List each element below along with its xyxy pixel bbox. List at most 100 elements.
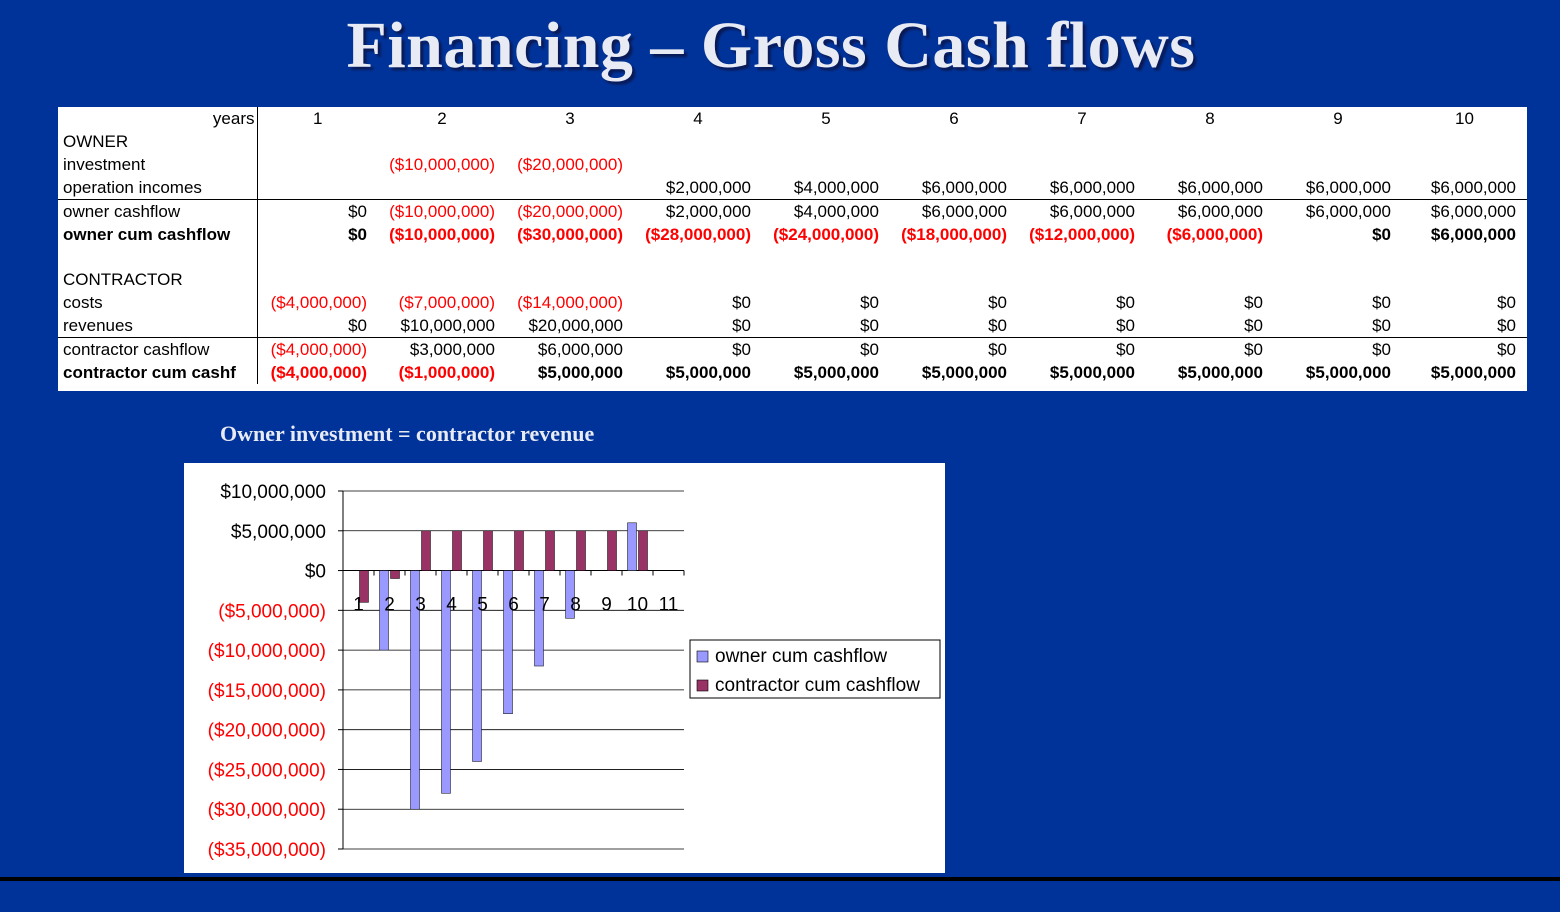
row-label: owner cashflow (58, 199, 258, 223)
year-header-cell: 10 (1455, 109, 1474, 128)
year-header-cell: 3 (565, 109, 575, 128)
x-category-label: 11 (659, 595, 679, 616)
table-cell: $0 (1116, 293, 1135, 312)
table-cell (634, 153, 762, 176)
table-cell: ($24,000,000) (773, 225, 879, 244)
table-cell: $6,000,000 (1274, 199, 1402, 223)
table-cell: ($7,000,000) (398, 293, 495, 312)
row-label (58, 246, 258, 268)
legend-box (689, 639, 941, 699)
table-cell (762, 246, 890, 268)
y-tick-label: $10,000,000 (220, 482, 326, 503)
table-row: costs ($4,000,000) ($7,000,000) ($14,000,00… (58, 291, 1527, 314)
table-cell: $0 (860, 316, 879, 335)
year-header-cell: 1 (313, 109, 323, 128)
table-cell: $6,000,000 (1430, 178, 1516, 197)
table-cell: ($20,000,000) (506, 199, 634, 223)
table-cell (1018, 246, 1146, 268)
table-cell: ($10,000,000) (389, 225, 495, 244)
x-category-label: 4 (446, 595, 457, 616)
table-cell (506, 246, 634, 268)
table-cell: $5,000,000 (793, 363, 879, 382)
bar-contractor-cum-cashflow (421, 530, 431, 571)
table-row: investment ($10,000,000) ($20,000,000) (58, 153, 1527, 176)
x-category-label: 1 (353, 595, 364, 616)
table-cell (257, 176, 378, 200)
y-tick-label: ($20,000,000) (208, 721, 326, 742)
table-cell: ($12,000,000) (1029, 225, 1135, 244)
table-cell: $6,000,000 (921, 178, 1007, 197)
table-cell: $0 (634, 337, 762, 361)
bar-contractor-cum-cashflow (390, 570, 400, 579)
y-tick-label: ($5,000,000) (218, 601, 326, 622)
table-cell (1402, 153, 1527, 176)
cashflow-spreadsheet: years 1 2 3 4 5 6 7 8 9 10 OWNER investment ($10,000,… (58, 107, 1527, 391)
x-category-label: 6 (508, 595, 519, 616)
table-row: contractor cum cashf ($4,000,000) ($1,000,… (58, 361, 1527, 384)
table-cell: $6,000,000 (1146, 199, 1274, 223)
x-category-label: 10 (627, 595, 648, 616)
table-cell (1402, 130, 1527, 153)
table-cell: $0 (1497, 293, 1516, 312)
table-cell (378, 176, 506, 200)
table-cell (257, 153, 378, 176)
bar-contractor-cum-cashflow (638, 530, 648, 571)
y-tick-label: ($10,000,000) (208, 641, 326, 662)
years-header-label: years (58, 107, 258, 130)
table-cell (634, 268, 762, 291)
table-cell: ($4,000,000) (270, 293, 367, 312)
table-cell: $0 (1244, 316, 1263, 335)
table-cell: ($6,000,000) (1166, 225, 1263, 244)
x-category-label: 3 (415, 595, 426, 616)
table-cell: $5,000,000 (1430, 363, 1516, 382)
table-cell (1018, 130, 1146, 153)
bar-owner-cum-cashflow (565, 570, 575, 619)
table-cell: $10,000,000 (400, 316, 495, 335)
y-tick-label: $0 (305, 562, 326, 583)
table-cell (634, 130, 762, 153)
table-row (58, 246, 1527, 268)
table-cell: $6,000,000 (506, 337, 634, 361)
row-label: owner cum cashflow (58, 223, 258, 246)
table-row: contractor cashflow ($4,000,000) $3,000,00… (58, 337, 1527, 361)
bar-contractor-cum-cashflow (545, 530, 555, 571)
table-cell (378, 246, 506, 268)
table-cell: $3,000,000 (378, 337, 506, 361)
row-label: contractor cum cashf (58, 361, 258, 384)
year-header-cell: 5 (821, 109, 831, 128)
table-cell: ($4,000,000) (257, 337, 378, 361)
table-cell: $5,000,000 (537, 363, 623, 382)
table-cell (890, 246, 1018, 268)
table-cell: $0 (860, 293, 879, 312)
table-cell (1274, 153, 1402, 176)
table-cell (890, 268, 1018, 291)
table-cell (1146, 268, 1274, 291)
table-cell: ($30,000,000) (517, 225, 623, 244)
table-row: OWNER (58, 130, 1527, 153)
x-category-label: 7 (539, 595, 550, 616)
year-header-cell: 7 (1077, 109, 1087, 128)
y-tick-label: ($15,000,000) (208, 681, 326, 702)
table-cell: $0 (890, 337, 1018, 361)
table-cell: ($10,000,000) (378, 199, 506, 223)
table-row: revenues $0 $10,000,000 $20,000,000 $0 $0 $0 $0… (58, 314, 1527, 338)
table-cell (506, 268, 634, 291)
table-cell: $0 (1372, 225, 1391, 244)
bar-contractor-cum-cashflow (452, 530, 462, 571)
bar-contractor-cum-cashflow (483, 530, 493, 571)
slide-title: Financing – Gross Cash flows (346, 9, 1196, 82)
table-cell: ($1,000,000) (398, 363, 495, 382)
table-cell (890, 153, 1018, 176)
table-cell: $0 (732, 293, 751, 312)
table-cell (378, 130, 506, 153)
row-label: operation incomes (58, 176, 258, 200)
table-cell: $0 (1372, 316, 1391, 335)
bar-owner-cum-cashflow (534, 570, 544, 667)
table-cell: $6,000,000 (1049, 178, 1135, 197)
table-cell (890, 130, 1018, 153)
row-label: OWNER (58, 130, 258, 153)
table-cell: $0 (1146, 337, 1274, 361)
year-header-cell: 6 (949, 109, 959, 128)
table-cell (1018, 268, 1146, 291)
table-cell (1402, 268, 1527, 291)
